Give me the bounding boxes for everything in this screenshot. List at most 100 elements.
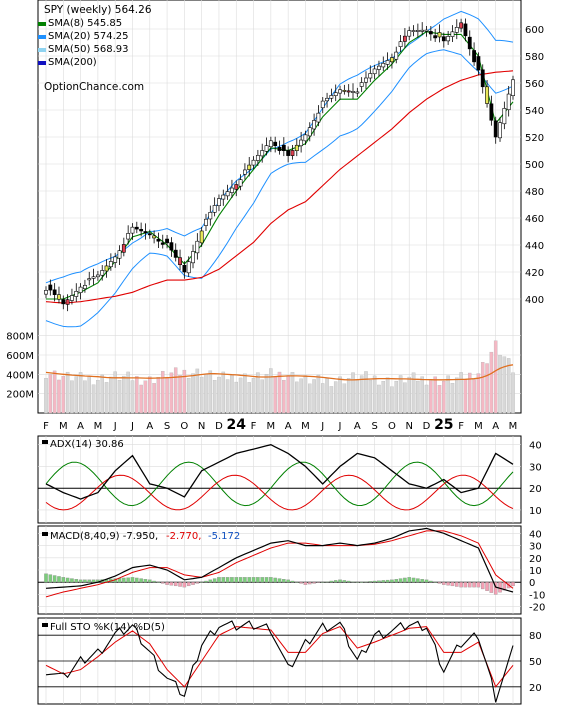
volume-bar bbox=[260, 379, 264, 414]
legend: SPY (weekly) 564.26 SMA(8) 545.85 SMA(20) … bbox=[38, 4, 152, 93]
macd-histogram-bar bbox=[498, 582, 502, 593]
volume-bar bbox=[251, 378, 256, 414]
candle-body bbox=[411, 30, 416, 32]
candle-body bbox=[493, 120, 498, 138]
macd-histogram-bar bbox=[437, 582, 442, 584]
candle-body bbox=[44, 290, 48, 295]
macd-histogram-bar bbox=[256, 577, 260, 583]
candle-body bbox=[454, 27, 459, 33]
volume-bar bbox=[303, 375, 308, 414]
macd-histogram-bar bbox=[221, 577, 226, 583]
macd-line bbox=[45, 527, 514, 593]
candle-body bbox=[108, 261, 113, 268]
volume-bar bbox=[502, 356, 507, 414]
x-axis-label: J bbox=[130, 421, 134, 432]
macd-histogram-bar bbox=[455, 582, 459, 587]
volume-bar bbox=[100, 374, 104, 414]
x-axis-label: A bbox=[77, 421, 84, 432]
macd-histogram-bar bbox=[489, 582, 494, 593]
volume-bar bbox=[269, 368, 273, 414]
sto-k-line bbox=[45, 620, 514, 703]
price-tick-label: 540 bbox=[525, 106, 544, 117]
macd-histogram-bar bbox=[424, 579, 429, 583]
candle-body bbox=[95, 274, 100, 278]
x-axis-label: M bbox=[301, 421, 310, 432]
candle-body bbox=[277, 147, 282, 151]
candle-body bbox=[381, 62, 386, 68]
macd-histogram-bar bbox=[74, 579, 79, 583]
macd-swatch bbox=[42, 532, 48, 536]
candle-body bbox=[506, 93, 511, 111]
macd-histogram-bar bbox=[398, 578, 403, 583]
macd-histogram-bar bbox=[342, 580, 347, 583]
macd-histogram-bar bbox=[204, 580, 208, 583]
candle-body bbox=[52, 289, 57, 295]
candle-body bbox=[57, 294, 61, 300]
macd-histogram-bar bbox=[269, 577, 273, 583]
macd-histogram-bar bbox=[78, 579, 83, 583]
volume-bar bbox=[511, 372, 515, 414]
candle-body bbox=[450, 31, 455, 37]
candle-body bbox=[377, 65, 381, 70]
macd-histogram-bar bbox=[368, 581, 373, 583]
macd-histogram-bar bbox=[247, 577, 251, 583]
volume-bar bbox=[178, 375, 182, 414]
macd-histogram-bar bbox=[234, 577, 239, 583]
volume-bar bbox=[195, 368, 200, 414]
volume-bar bbox=[316, 374, 321, 414]
volume-bar bbox=[498, 354, 502, 414]
macd-histogram-bar bbox=[230, 577, 234, 583]
volume-bar bbox=[109, 376, 113, 414]
candle-body bbox=[268, 140, 273, 148]
candle-body bbox=[100, 270, 105, 276]
macd-histogram-bar bbox=[83, 579, 87, 583]
macd-histogram-bar bbox=[429, 580, 433, 583]
macd-histogram-bar bbox=[160, 582, 165, 584]
volume-bar bbox=[437, 385, 442, 414]
macd-histogram-bar bbox=[152, 580, 156, 583]
volume-bar bbox=[459, 372, 463, 414]
macd-histogram-bar bbox=[312, 582, 316, 584]
x-axis-label: A bbox=[146, 421, 153, 432]
candle-body bbox=[433, 35, 438, 39]
macd-histogram-bar bbox=[122, 577, 126, 583]
volume-bar bbox=[290, 372, 295, 414]
macd-histogram-bar bbox=[290, 580, 295, 583]
candle-body bbox=[217, 198, 221, 207]
candle-body bbox=[394, 51, 399, 60]
macd-tick-label: 0 bbox=[529, 578, 535, 589]
candle-body bbox=[437, 32, 442, 38]
candle-body bbox=[264, 145, 269, 152]
candle-body bbox=[480, 69, 485, 88]
macd-histogram-bar bbox=[208, 579, 213, 583]
x-axis-label: J bbox=[320, 421, 324, 432]
macd-histogram-bar bbox=[325, 581, 329, 583]
macd-histogram-bar bbox=[476, 582, 481, 588]
volume-bar bbox=[70, 380, 74, 414]
x-axis-label: M bbox=[59, 421, 68, 432]
candle-body bbox=[182, 264, 187, 273]
macd-histogram-bar bbox=[329, 580, 334, 583]
volume-bar bbox=[143, 380, 148, 414]
macd-histogram-bar bbox=[126, 577, 130, 583]
candle-body bbox=[156, 239, 161, 242]
volume-bar bbox=[338, 376, 342, 414]
candle-body bbox=[467, 36, 472, 50]
volume-bar bbox=[411, 372, 416, 414]
volume-bar bbox=[199, 376, 204, 414]
volume-bar bbox=[152, 383, 156, 414]
candle-body bbox=[281, 144, 286, 152]
macd-histogram-bar bbox=[372, 580, 377, 583]
macd-histogram-bar bbox=[195, 582, 200, 584]
macd-histogram-bar bbox=[472, 582, 476, 588]
sto-label: Full STO %K(14) %D(5) bbox=[50, 622, 165, 633]
macd-histogram-bar bbox=[57, 576, 61, 583]
candle-body bbox=[299, 139, 304, 147]
adx-panel bbox=[37, 435, 522, 524]
volume-bar bbox=[472, 379, 476, 414]
macd-histogram-bar bbox=[273, 577, 277, 583]
volume-bar bbox=[506, 358, 511, 414]
candle-body bbox=[204, 218, 208, 226]
macd-histogram-bar bbox=[463, 582, 468, 588]
adx-swatch bbox=[42, 440, 48, 444]
